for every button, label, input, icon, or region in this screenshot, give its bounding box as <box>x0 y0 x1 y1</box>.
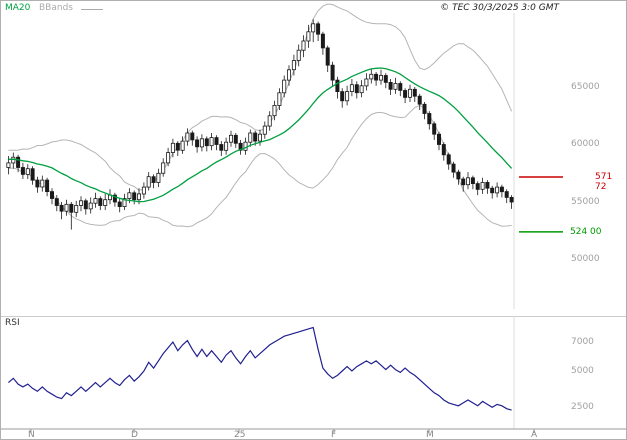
ma20-legend-label: MA20 <box>5 3 31 13</box>
support-level-label: 524 00 <box>570 227 602 237</box>
rsi-chart <box>1 316 626 433</box>
bband-lower-line <box>8 104 512 228</box>
rsi-axis-tick: 5000 <box>571 366 594 376</box>
price-axis-tick: 60000 <box>571 139 600 149</box>
x-axis-month-label: N <box>28 430 35 440</box>
resistance-level-label: 571 72 <box>595 172 613 192</box>
x-axis-month-label: A <box>531 430 538 440</box>
candles-group <box>6 19 514 230</box>
ma20-line <box>8 67 513 203</box>
price-chart <box>6 3 563 309</box>
rsi-axis-tick: 2500 <box>571 402 594 412</box>
price-axis-tick: 65000 <box>571 82 600 92</box>
x-axis-month-label: 25 <box>234 430 246 440</box>
bbands-line-sample <box>81 9 103 10</box>
rsi-axis-tick: 7000 <box>571 337 594 347</box>
bbands-legend-label: BBands <box>39 3 73 13</box>
bband-upper-line <box>8 3 513 191</box>
x-axis-month-label: F <box>331 430 337 440</box>
rsi-line <box>8 326 512 411</box>
rsi-panel-label: RSI <box>5 318 20 328</box>
price-axis-tick: 55000 <box>571 197 600 207</box>
x-axis-month-label: D <box>131 430 138 440</box>
copyright-text: © TEC 30/3/2025 3:0 GMT <box>440 3 559 13</box>
x-axis-month-label: M <box>426 430 434 440</box>
price-axis-tick: 50000 <box>571 254 600 264</box>
